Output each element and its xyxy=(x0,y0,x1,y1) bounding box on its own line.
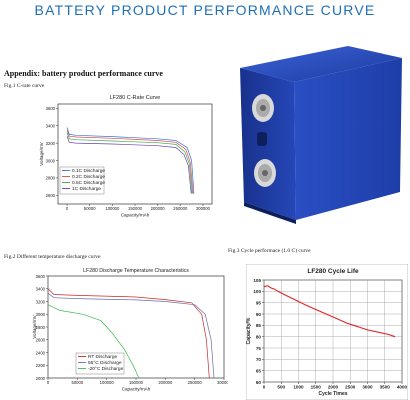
series-line xyxy=(263,285,396,338)
page-title: BATTERY PRODUCT PERFORMANCE CURVE xyxy=(34,2,376,18)
y-tick-label: 2600 xyxy=(46,193,56,198)
x-tick-label: 100000 xyxy=(105,206,120,211)
chart-title: LF280 Discharge Temperature Characterist… xyxy=(83,268,189,274)
x-tick-label: 300000 xyxy=(217,380,228,385)
x-tick-label: 150000 xyxy=(128,206,143,211)
y-tick-label: 90 xyxy=(256,312,262,317)
y-tick-label: 70 xyxy=(256,357,262,362)
chart-title: LF280 C-Rate Curve xyxy=(110,95,161,101)
y-tick-label: 2200 xyxy=(36,363,46,368)
legend-item: RT Discharge xyxy=(88,354,117,360)
y-tick-label: 80 xyxy=(256,334,262,339)
temperature-chart: LF280 Discharge Temperature Characterist… xyxy=(32,268,228,391)
plot-area xyxy=(47,275,225,379)
y-tick-label: 2800 xyxy=(46,176,56,181)
series-line xyxy=(47,292,215,379)
battery-cell-image xyxy=(240,46,402,224)
fig2-caption: Fig.2 Different temperature discharge cu… xyxy=(4,254,101,260)
x-tick-label: 250000 xyxy=(173,206,188,211)
x-tick-label: 50000 xyxy=(84,206,96,211)
y-tick-label: 3200 xyxy=(46,141,56,146)
y-tick-label: 2600 xyxy=(36,338,46,343)
x-tick-label: 0 xyxy=(263,385,266,390)
cycle-life-chart: LF280 Cycle Life 60 65 70 75 80 85 90 95 100 105 0 5… xyxy=(246,264,408,400)
x-tick-label: 200000 xyxy=(158,380,173,385)
x-tick-label: 100000 xyxy=(100,380,115,385)
x-tick-label: 4000 xyxy=(397,385,408,390)
y-tick-label: 2000 xyxy=(36,376,46,381)
legend-item: -20°C Discharge xyxy=(88,366,124,372)
y-tick-label: 105 xyxy=(253,278,261,283)
legend-box xyxy=(75,352,125,375)
y-tick-label: 3600 xyxy=(36,274,46,279)
y-tick-label: 85 xyxy=(256,323,262,328)
terminal-bottom xyxy=(254,159,276,187)
y-tick-label: 100 xyxy=(253,289,261,294)
x-tick-label: 0 xyxy=(66,206,69,211)
chart-title: LF280 Cycle Life xyxy=(307,268,359,275)
y-tick-label: 75 xyxy=(256,346,262,351)
y-tick-label: 2800 xyxy=(36,325,46,330)
y-tick-label: 3600 xyxy=(46,106,56,111)
series-line xyxy=(66,127,195,194)
series-line xyxy=(66,132,193,194)
x-tick-label: 150000 xyxy=(129,380,144,385)
x-tick-label: 250000 xyxy=(188,380,203,385)
y-tick-label: 95 xyxy=(256,300,262,305)
y-tick-label: 3000 xyxy=(36,312,46,317)
x-tick-label: 2000 xyxy=(328,385,339,390)
series-line xyxy=(66,129,194,194)
y-tick-label: 3000 xyxy=(46,158,56,163)
x-tick-label: 300000 xyxy=(196,206,211,211)
appendix-heading: Appendix: battery product performance cu… xyxy=(4,69,163,78)
legend-item: 55°C Discharge xyxy=(88,360,122,366)
x-axis-label: Capacity/mAh xyxy=(122,386,151,391)
y-tick-label: 60 xyxy=(256,380,262,385)
legend-item: 0.5C Discharge xyxy=(72,180,105,186)
x-tick-label: 1500 xyxy=(311,385,322,390)
x-axis-label: Cycle Times xyxy=(318,391,347,397)
y-axis-label: Capacity/% xyxy=(246,317,252,344)
series-line xyxy=(66,136,192,194)
y-tick-label: 3400 xyxy=(36,287,46,292)
terminal-top xyxy=(252,94,274,122)
x-tick-label: 3500 xyxy=(380,385,391,390)
y-tick-label: 2400 xyxy=(36,350,46,355)
x-tick-label: 200000 xyxy=(151,206,166,211)
legend-item: 0.1C Discharge xyxy=(72,168,105,174)
y-axis-label: Voltage/mV xyxy=(32,314,37,338)
y-tick-label: 3200 xyxy=(36,299,46,304)
fig1-caption: Fig.1 C-rate curve xyxy=(4,83,45,89)
x-tick-label: 0 xyxy=(47,380,50,385)
legend-box xyxy=(59,166,105,195)
series-line xyxy=(47,304,140,379)
x-tick-label: 500 xyxy=(277,385,285,390)
y-axis-label: Voltage/mV xyxy=(39,141,44,165)
x-tick-label: 3000 xyxy=(362,385,373,390)
x-axis-label: Capacity/mAh xyxy=(121,212,150,217)
y-tick-label: 65 xyxy=(256,368,262,373)
series-line xyxy=(47,288,210,379)
y-tick-label: 3400 xyxy=(46,124,56,129)
fig3-caption: Fig.3 Cycle performace (1.0 C) curve xyxy=(228,248,311,254)
x-tick-label: 2500 xyxy=(345,385,356,390)
legend-item: 0.2C Discharge xyxy=(72,174,105,180)
x-tick-label: 1000 xyxy=(293,385,304,390)
legend-item: 1C Discharge xyxy=(72,186,101,192)
x-tick-label: 50000 xyxy=(72,380,84,385)
c-rate-chart: LF280 C-Rate Curve 2600 2800 3000 3200 3400 36… xyxy=(39,95,213,217)
